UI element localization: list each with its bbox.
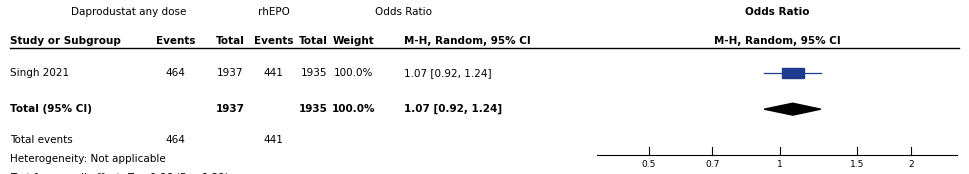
Text: 441: 441 <box>264 135 284 145</box>
Text: 2: 2 <box>909 160 914 169</box>
Text: Test for overall effect: Z = 0.86 (P = 0.39): Test for overall effect: Z = 0.86 (P = 0… <box>10 172 229 174</box>
Text: 1: 1 <box>777 160 783 169</box>
Text: 464: 464 <box>166 135 186 145</box>
Text: 0.7: 0.7 <box>705 160 720 169</box>
Text: 100.0%: 100.0% <box>331 104 375 114</box>
Text: 1937: 1937 <box>215 104 244 114</box>
Text: Total events: Total events <box>10 135 73 145</box>
Text: Daprodustat any dose: Daprodustat any dose <box>71 7 186 17</box>
Text: Events: Events <box>156 36 196 46</box>
Text: Odds Ratio: Odds Ratio <box>745 7 809 17</box>
Text: Total: Total <box>215 36 244 46</box>
Text: 100.0%: 100.0% <box>333 68 373 78</box>
Text: 0.5: 0.5 <box>641 160 656 169</box>
Text: 1.07 [0.92, 1.24]: 1.07 [0.92, 1.24] <box>404 68 491 78</box>
Text: 1.07 [0.92, 1.24]: 1.07 [0.92, 1.24] <box>404 104 502 114</box>
Text: 441: 441 <box>264 68 284 78</box>
Text: Singh 2021: Singh 2021 <box>10 68 69 78</box>
Text: 1.5: 1.5 <box>850 160 864 169</box>
Text: 1935: 1935 <box>299 104 328 114</box>
FancyBboxPatch shape <box>782 68 804 78</box>
Text: Total (95% CI): Total (95% CI) <box>10 104 92 114</box>
Text: M-H, Random, 95% CI: M-H, Random, 95% CI <box>404 36 531 46</box>
Text: M-H, Random, 95% CI: M-H, Random, 95% CI <box>713 36 840 46</box>
Text: Weight: Weight <box>332 36 374 46</box>
Text: Study or Subgroup: Study or Subgroup <box>10 36 120 46</box>
Polygon shape <box>765 103 821 115</box>
Text: 1935: 1935 <box>300 68 327 78</box>
Text: Total: Total <box>299 36 328 46</box>
Text: rhEPO: rhEPO <box>258 7 290 17</box>
Text: Events: Events <box>254 36 294 46</box>
Text: 1937: 1937 <box>217 68 243 78</box>
Text: Heterogeneity: Not applicable: Heterogeneity: Not applicable <box>10 153 166 164</box>
Text: Odds Ratio: Odds Ratio <box>375 7 432 17</box>
Text: 464: 464 <box>166 68 186 78</box>
